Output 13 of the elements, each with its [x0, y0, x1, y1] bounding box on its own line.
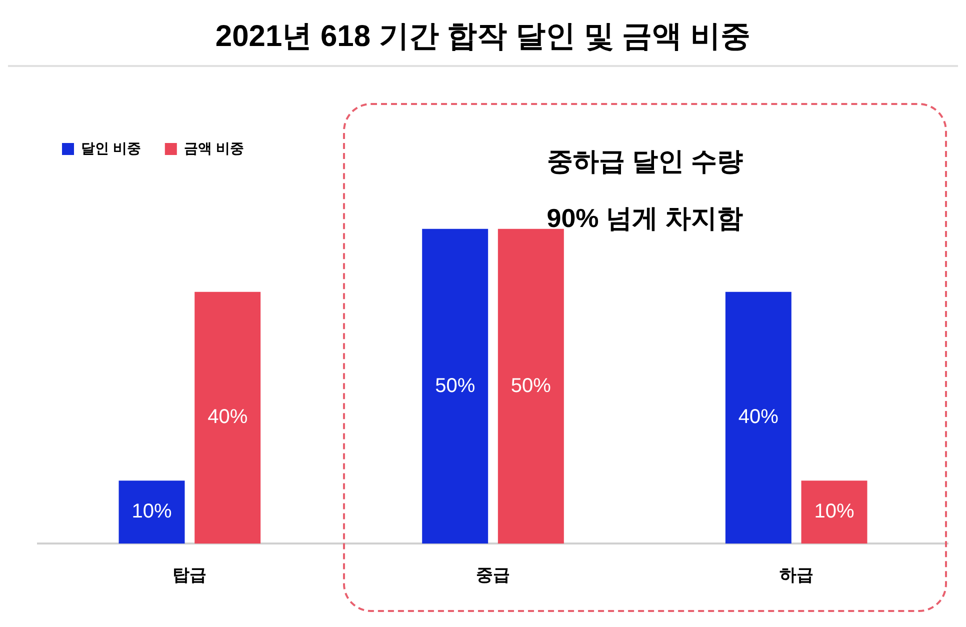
annotation: 중하급 달인 수량 90% 넘게 차지함: [546, 145, 744, 235]
x-tick-label: 하급: [779, 565, 814, 584]
data-label: 50%: [510, 374, 552, 397]
data-label: 10%: [814, 500, 854, 523]
data-label: 40%: [738, 406, 779, 428]
x-tick-label: 중급: [476, 565, 510, 584]
data-label: 50%: [435, 374, 476, 397]
data-label: 10%: [132, 500, 172, 523]
legend-label: 금액 비중: [184, 140, 244, 156]
legend-label: 달인 비중: [81, 140, 141, 156]
x-tick-label: 탑급: [172, 565, 207, 584]
chart-title: 2021년 618 기간 합작 달인 및 금액 비중: [214, 19, 752, 55]
data-label: 40%: [208, 406, 248, 428]
